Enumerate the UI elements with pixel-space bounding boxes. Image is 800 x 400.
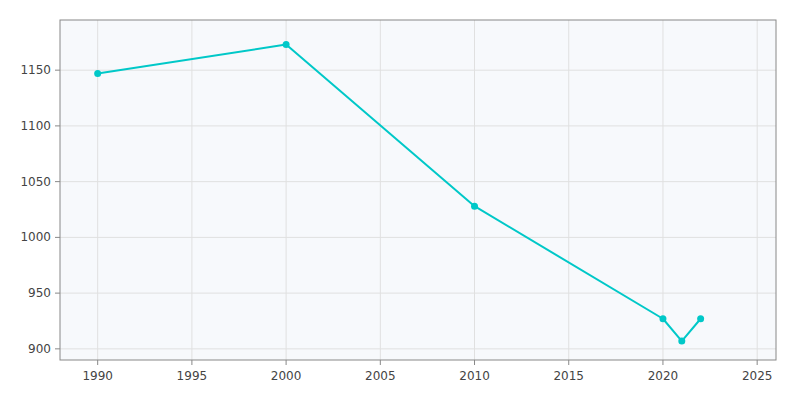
tick-label-x: 2025 bbox=[742, 369, 773, 383]
tick-mark-y bbox=[55, 125, 60, 126]
grid-line-y bbox=[60, 293, 776, 294]
point bbox=[283, 41, 290, 48]
tick-mark-y bbox=[55, 348, 60, 349]
tick-mark-x bbox=[474, 360, 475, 365]
tick-label-x: 2020 bbox=[648, 369, 679, 383]
tick-mark-x bbox=[757, 360, 758, 365]
tick-label-y: 1100 bbox=[20, 119, 51, 133]
tick-mark-y bbox=[55, 237, 60, 238]
grid-line-y bbox=[60, 348, 776, 349]
chart-container: 1990 1995 2000 2005 2010 2015 2020 2025 900 950 10… bbox=[0, 0, 800, 400]
grid-line-x bbox=[286, 20, 287, 360]
grid-line-x bbox=[380, 20, 381, 360]
tick-label-y: 1000 bbox=[20, 230, 51, 244]
tick-mark-x bbox=[97, 360, 98, 365]
line bbox=[98, 45, 701, 342]
point bbox=[659, 315, 666, 322]
point bbox=[678, 338, 685, 345]
tick-label-y: 950 bbox=[28, 286, 51, 300]
tick-label-x: 2010 bbox=[459, 369, 490, 383]
grid-line-x bbox=[191, 20, 192, 360]
tick-label-y: 900 bbox=[28, 342, 51, 356]
tick-mark-y bbox=[55, 293, 60, 294]
tick-mark-x bbox=[286, 360, 287, 365]
tick-mark-x bbox=[191, 360, 192, 365]
grid-line-x bbox=[568, 20, 569, 360]
tick-label-x: 2005 bbox=[365, 369, 396, 383]
tick-mark-x bbox=[568, 360, 569, 365]
grid-line-x bbox=[662, 20, 663, 360]
axes: 1990 1995 2000 2005 2010 2015 2020 2025 900 950 10… bbox=[20, 63, 772, 383]
tick-label-x: 2015 bbox=[553, 369, 584, 383]
grid-line-x bbox=[757, 20, 758, 360]
grid-line-y bbox=[60, 237, 776, 238]
grid-line-y bbox=[60, 70, 776, 71]
tick-label-y: 1150 bbox=[20, 63, 51, 77]
tick-label-x: 2000 bbox=[271, 369, 302, 383]
grid bbox=[60, 20, 776, 360]
point bbox=[94, 70, 101, 77]
data-layer bbox=[94, 41, 704, 345]
grid-line-x bbox=[474, 20, 475, 360]
tick-mark-y bbox=[55, 181, 60, 182]
point bbox=[471, 203, 478, 210]
tick-mark-x bbox=[380, 360, 381, 365]
tick-label-y: 1050 bbox=[20, 175, 51, 189]
tick-label-x: 1990 bbox=[82, 369, 113, 383]
tick-label-x: 1995 bbox=[177, 369, 208, 383]
tick-mark-x bbox=[662, 360, 663, 365]
chart: 1990 1995 2000 2005 2010 2015 2020 2025 900 950 10… bbox=[0, 0, 800, 400]
tick-mark-y bbox=[55, 70, 60, 71]
plot-background bbox=[60, 20, 776, 360]
grid-line-y bbox=[60, 181, 776, 182]
point bbox=[697, 315, 704, 322]
plot-frame bbox=[60, 20, 776, 360]
grid-line-y bbox=[60, 125, 776, 126]
